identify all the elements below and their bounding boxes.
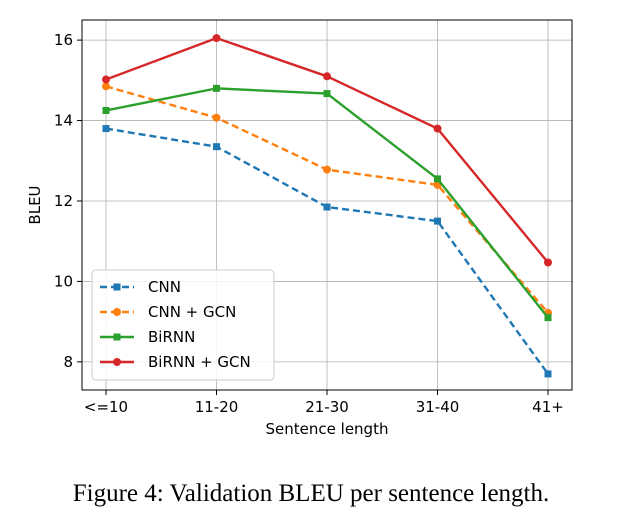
legend-item: CNN	[100, 278, 181, 296]
legend-item: BiRNN	[100, 328, 195, 346]
data-point	[434, 217, 441, 225]
legend-label: BiRNN + GCN	[148, 353, 251, 371]
data-point	[213, 143, 220, 151]
data-point	[433, 124, 442, 133]
data-point	[212, 34, 221, 43]
series-layer	[102, 34, 552, 378]
y-tick-label: 8	[63, 353, 73, 371]
legend-label: BiRNN	[148, 328, 195, 346]
data-point	[102, 75, 110, 84]
x-tick-label: 31-40	[416, 398, 460, 416]
data-point	[113, 333, 121, 341]
x-tick-label: 21-30	[305, 398, 349, 416]
data-point	[323, 90, 331, 98]
series-cnn-gcn	[102, 82, 552, 317]
data-point	[113, 358, 121, 366]
y-tick-label: 12	[54, 192, 73, 210]
data-point	[102, 82, 110, 91]
data-point	[113, 308, 121, 316]
legend-item: CNN + GCN	[100, 303, 236, 321]
data-point	[212, 113, 221, 122]
y-tick-label: 14	[54, 112, 73, 130]
x-tick-label: 11-20	[195, 398, 239, 416]
legend-item: BiRNN + GCN	[100, 353, 251, 371]
y-axis-label: BLEU	[26, 185, 44, 224]
axis-ticks: <=10 11-20 21-30 31-40 41+ 8 10 12 14 16	[54, 31, 564, 416]
legend-label: CNN	[148, 278, 181, 296]
series-birnn-gcn	[102, 34, 552, 267]
bleu-line-chart: <=10 11-20 21-30 31-40 41+ 8 10 12 14 16 Sentence…	[26, 19, 573, 438]
y-tick-label: 16	[54, 31, 73, 49]
data-point	[213, 84, 220, 92]
x-tick-label: 41+	[532, 398, 564, 416]
legend-label: CNN + GCN	[148, 303, 236, 321]
legend: CNN CNN + GCN BiRNN BiRNN + GCN	[91, 269, 275, 381]
data-point	[102, 125, 110, 133]
x-axis-label: Sentence length	[266, 420, 389, 438]
data-point	[113, 283, 121, 291]
figure-caption: Figure 4: Validation BLEU per sentence l…	[72, 480, 550, 507]
y-tick-label: 10	[54, 272, 73, 290]
data-point	[544, 314, 552, 322]
series-cnn	[102, 125, 552, 378]
data-point	[544, 370, 552, 378]
legend-box	[91, 269, 275, 381]
data-point	[434, 175, 441, 183]
data-point	[323, 203, 331, 211]
x-tick-label: <=10	[84, 398, 128, 416]
data-point	[323, 72, 331, 81]
data-point	[102, 106, 110, 114]
series-birnn	[102, 84, 552, 322]
data-point	[544, 258, 552, 267]
data-point	[323, 165, 331, 174]
